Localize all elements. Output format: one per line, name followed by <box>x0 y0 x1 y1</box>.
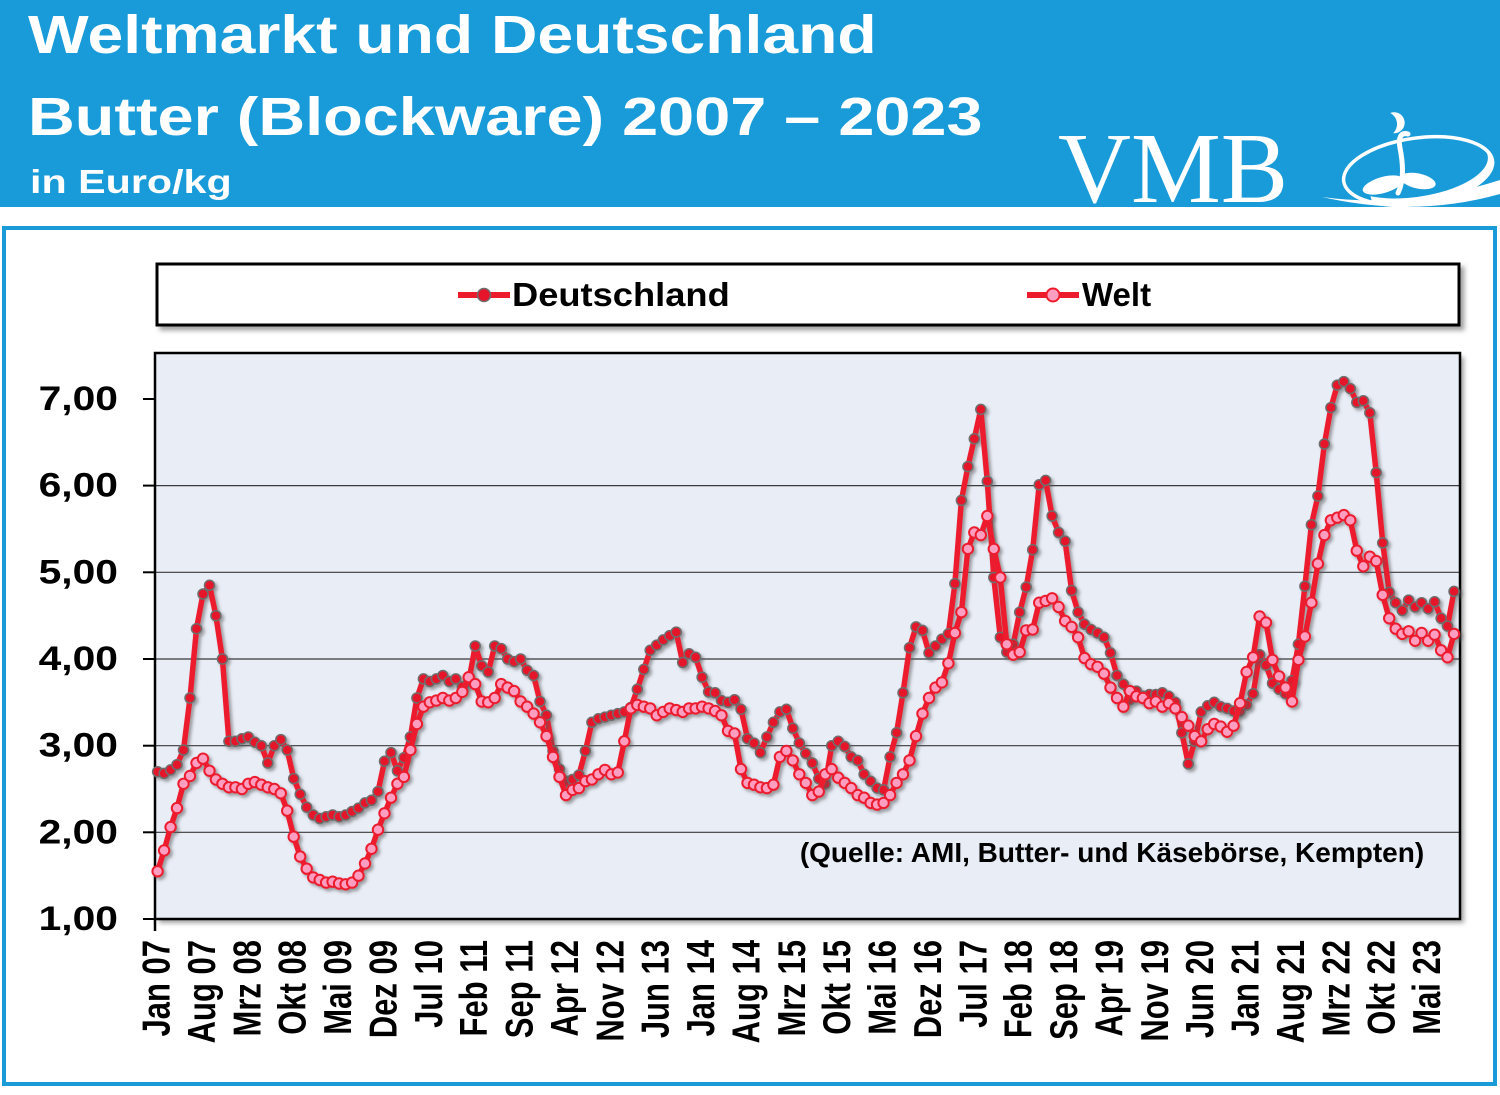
svg-text:Jan 21: Jan 21 <box>1224 940 1267 1036</box>
svg-text:Aug 14: Aug 14 <box>725 940 768 1044</box>
svg-text:Mrz 08: Mrz 08 <box>226 940 269 1036</box>
svg-text:Aug 07: Aug 07 <box>181 940 224 1043</box>
svg-text:4,00: 4,00 <box>39 639 118 677</box>
svg-text:Aug 21: Aug 21 <box>1270 940 1313 1043</box>
svg-text:Mrz 15: Mrz 15 <box>771 940 814 1036</box>
svg-text:Jun 13: Jun 13 <box>634 940 677 1038</box>
svg-text:Okt 15: Okt 15 <box>816 940 859 1035</box>
svg-text:Feb 18: Feb 18 <box>997 940 1040 1038</box>
svg-text:Sep 18: Sep 18 <box>1043 940 1086 1040</box>
svg-text:(Quelle: AMI, Butter- und Käse: (Quelle: AMI, Butter- und Käsebörse, Kem… <box>800 837 1424 868</box>
svg-text:Dez 09: Dez 09 <box>362 940 405 1038</box>
svg-text:Dez 16: Dez 16 <box>907 940 950 1038</box>
svg-text:Mai 09: Mai 09 <box>317 940 360 1035</box>
svg-text:Welt: Welt <box>1082 276 1151 313</box>
svg-text:Jan 14: Jan 14 <box>680 940 723 1037</box>
svg-text:Jul 10: Jul 10 <box>408 940 451 1028</box>
svg-text:7,00: 7,00 <box>39 379 118 417</box>
svg-text:Feb 11: Feb 11 <box>453 940 496 1036</box>
svg-text:Apr 12: Apr 12 <box>544 940 587 1036</box>
svg-text:Deutschland: Deutschland <box>512 277 730 313</box>
svg-text:Mrz 22: Mrz 22 <box>1315 940 1358 1036</box>
svg-text:Okt 08: Okt 08 <box>271 940 314 1035</box>
svg-text:Mai 23: Mai 23 <box>1406 940 1449 1035</box>
svg-text:Nov 19: Nov 19 <box>1134 940 1177 1042</box>
svg-text:Nov 12: Nov 12 <box>589 940 632 1042</box>
svg-text:5,00: 5,00 <box>39 553 118 591</box>
svg-text:2,00: 2,00 <box>39 813 118 851</box>
svg-text:Jun 20: Jun 20 <box>1179 940 1222 1038</box>
svg-text:Sep 11: Sep 11 <box>498 940 541 1038</box>
svg-text:Apr 19: Apr 19 <box>1088 940 1131 1036</box>
svg-text:Mai 16: Mai 16 <box>861 940 904 1035</box>
svg-text:Jul 17: Jul 17 <box>952 940 995 1028</box>
svg-text:3,00: 3,00 <box>39 726 118 764</box>
svg-text:1,00: 1,00 <box>39 899 118 937</box>
svg-text:Okt 22: Okt 22 <box>1360 940 1403 1035</box>
svg-text:6,00: 6,00 <box>39 466 118 504</box>
svg-text:Jan 07: Jan 07 <box>135 940 178 1036</box>
